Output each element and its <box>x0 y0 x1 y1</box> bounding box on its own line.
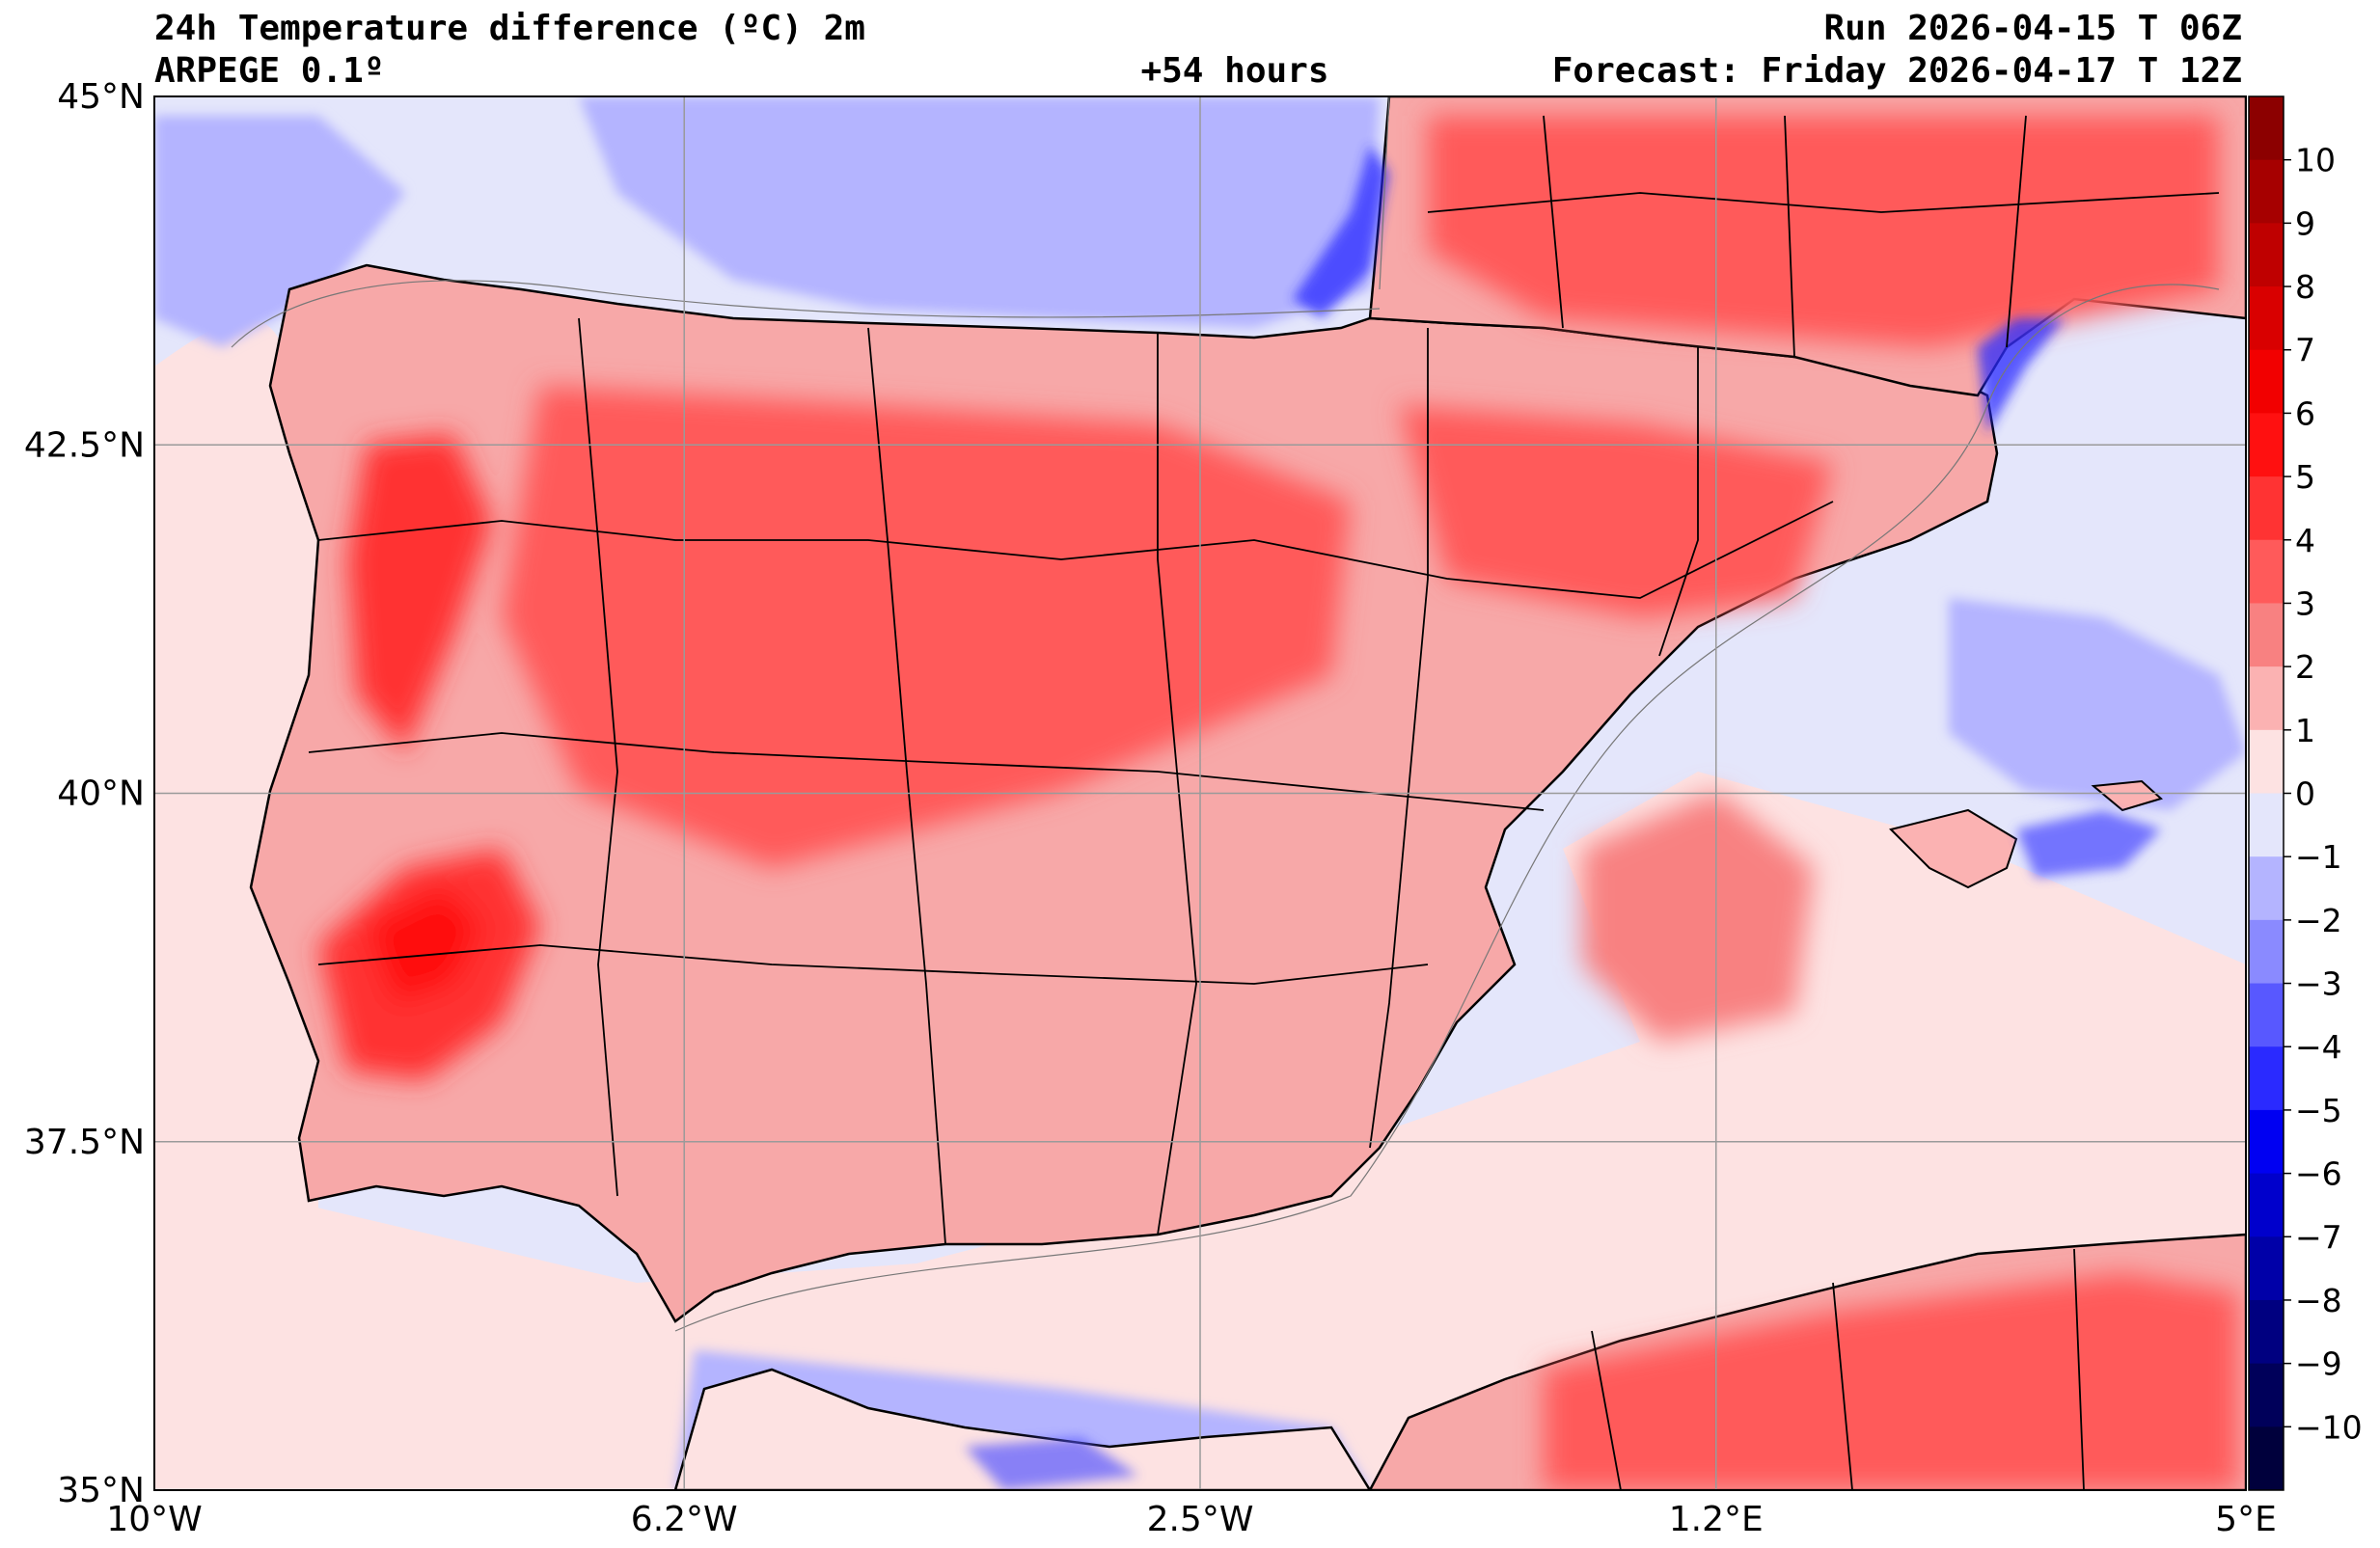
forecast-time: Forecast: Friday 2026-04-17 T 12Z <box>1551 51 2242 91</box>
latitude-tick-label: 35°N <box>57 1471 145 1510</box>
colorbar-swatch <box>2249 349 2284 415</box>
colorbar-label: 1 <box>2295 712 2315 749</box>
colorbar-label: −9 <box>2295 1345 2342 1383</box>
colorbar-swatch <box>2249 919 2284 985</box>
cold-strip-balearic <box>2016 810 2161 878</box>
menorca-land <box>2091 779 2163 812</box>
latitude-tick-label: 37.5°N <box>24 1123 145 1162</box>
colorbar-label: 2 <box>2295 648 2315 686</box>
colorbar-swatch <box>2249 223 2284 287</box>
colorbar-label: 3 <box>2295 584 2315 622</box>
colorbar-label: −3 <box>2295 965 2342 1003</box>
cold-strip-biscay <box>1293 145 1389 318</box>
warm-blob-nw <box>347 434 492 752</box>
mallorca-land <box>1889 808 2018 889</box>
colorbar-label: 9 <box>2295 204 2315 242</box>
colorbar-label: 5 <box>2295 458 2315 496</box>
colorbar-frame <box>2248 95 2284 1491</box>
colorbar-swatch <box>2249 96 2284 161</box>
longitude-labels: 10°W 6.2°W 2.5°W 1.2°E 5°E <box>106 1500 2277 1539</box>
map-grid <box>154 96 2246 1490</box>
colorbar-swatch <box>2249 539 2284 605</box>
cool-sea-balearic <box>1949 598 2246 810</box>
cold-strip-alboran <box>965 1437 1138 1490</box>
colorbar-swatch <box>2249 1236 2284 1301</box>
colorbar-swatch <box>2249 793 2284 857</box>
colorbar-label: −5 <box>2295 1092 2342 1129</box>
cold-strip-lion <box>1978 318 2065 434</box>
colorbar-label: −4 <box>2295 1028 2342 1066</box>
colorbar-swatch <box>2249 1426 2284 1490</box>
warm-blob-sw-core <box>367 887 482 1003</box>
colorbar-swatch <box>2249 413 2284 477</box>
latitude-labels: 45°N 42.5°N 40°N 37.5°N 35°N <box>24 77 145 1510</box>
map-title: 24h Temperature difference (ºC) 2m <box>154 9 865 48</box>
cool-sea-atlantic <box>154 116 405 347</box>
longitude-tick-label: 10°W <box>106 1500 202 1539</box>
colorbar-label: 7 <box>2295 332 2315 369</box>
colorbar-swatch <box>2249 1299 2284 1365</box>
longitude-tick-label: 2.5°W <box>1147 1500 1254 1539</box>
colorbar-swatch <box>2249 666 2284 731</box>
longitude-tick-label: 6.2°W <box>631 1500 738 1539</box>
warm-blob-east <box>1399 405 1833 617</box>
colorbar-label: −6 <box>2295 1155 2342 1193</box>
colorbar-swatch <box>2249 729 2284 795</box>
colorbar-swatch <box>2249 856 2284 921</box>
province-borders <box>308 115 2220 1490</box>
colorbar-swatch <box>2249 1046 2284 1111</box>
colorbar-swatch <box>2249 1109 2284 1175</box>
map-frame <box>153 95 2247 1491</box>
lead-time: +54 hours <box>1140 51 1329 91</box>
run-time: Run 2026-04-15 T 06Z <box>1823 9 2242 48</box>
colorbar-label: −8 <box>2295 1282 2342 1319</box>
colorbar-label: −2 <box>2295 902 2342 939</box>
morocco-coast-land <box>673 1368 1372 1490</box>
warm-sea-region <box>154 318 2246 1490</box>
colorbar-label: 6 <box>2295 394 2315 432</box>
warm-blob-sea <box>1582 791 1814 1042</box>
model-name: ARPEGE 0.1º <box>154 51 385 91</box>
warm-blob-africa <box>1544 1273 2238 1490</box>
cool-sea-biscay <box>579 96 1380 328</box>
colorbar-swatch <box>2249 286 2284 351</box>
longitude-tick-label: 1.2°E <box>1669 1500 1764 1539</box>
colorbar-label: −1 <box>2295 838 2342 876</box>
latitude-tick-label: 42.5°N <box>24 425 145 465</box>
colorbar-label: 8 <box>2295 268 2315 306</box>
colorbar-swatch <box>2249 1363 2284 1427</box>
colorbar-swatch <box>2249 1173 2284 1237</box>
colorbar-label: 0 <box>2295 775 2315 813</box>
colorbar-swatch <box>2249 603 2284 667</box>
latitude-tick-label: 45°N <box>57 77 145 117</box>
colorbar-label: 10 <box>2295 142 2336 179</box>
colorbar-label: −7 <box>2295 1218 2342 1256</box>
longitude-tick-label: 5°E <box>2215 1500 2277 1539</box>
map-area <box>154 96 2246 1490</box>
colorbar-swatch <box>2249 476 2284 541</box>
colorbar-swatch <box>2249 159 2284 224</box>
colorbar-swatch <box>2249 983 2284 1047</box>
latitude-tick-label: 40°N <box>57 774 145 814</box>
warm-blob-central <box>502 386 1351 868</box>
colorbar-label: 4 <box>2295 522 2315 559</box>
warm-sea-west <box>154 444 318 1350</box>
colorbar-label: −10 <box>2295 1408 2363 1446</box>
